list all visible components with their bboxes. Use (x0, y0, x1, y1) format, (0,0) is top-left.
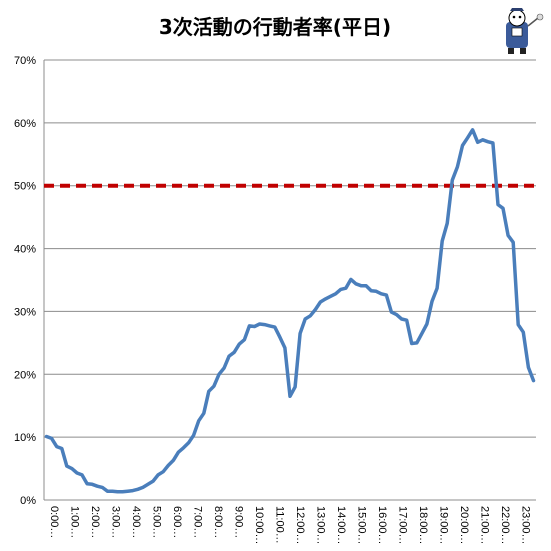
x-tick-label: 0:00… (48, 506, 60, 538)
x-tick-label: 11:00… (274, 506, 286, 544)
x-tick-label: 19:00… (438, 506, 450, 545)
x-tick-label: 13:00… (315, 506, 327, 545)
chart-title: 3次活動の行動者率(平日) (159, 15, 391, 39)
x-tick-label: 23:00… (520, 506, 532, 545)
x-tick-label: 6:00… (171, 506, 183, 538)
y-tick-label: 10% (14, 432, 36, 444)
x-tick-label: 21:00… (479, 506, 491, 545)
x-tick-label: 15:00… (356, 506, 368, 545)
mascot-icon (506, 8, 544, 54)
x-tick-label: 2:00… (89, 506, 101, 538)
x-tick-label: 22:00… (499, 506, 511, 545)
y-tick-label: 70% (14, 55, 36, 67)
x-tick-label: 14:00… (335, 506, 347, 545)
y-tick-label: 30% (14, 306, 36, 318)
y-axis-tick-labels: 0% 10% 20% 30% 40% 50% 60% 70% (14, 55, 36, 507)
x-tick-label: 1:00… (69, 506, 81, 538)
x-tick-label: 4:00… (130, 506, 142, 538)
x-tick-label: 18:00… (417, 506, 429, 545)
x-tick-label: 3:00… (110, 506, 122, 538)
x-tick-label: 9:00… (233, 506, 245, 538)
y-tick-label: 60% (14, 118, 36, 130)
series-group (44, 128, 536, 494)
y-tick-label: 50% (14, 181, 36, 193)
x-tick-label: 8:00… (212, 506, 224, 538)
x-tick-label: 20:00… (458, 506, 470, 545)
x-tick-label: 17:00… (397, 506, 409, 545)
x-tick-label: 12:00… (294, 506, 306, 545)
x-tick-label: 16:00… (376, 506, 388, 545)
y-tick-label: 20% (14, 369, 36, 381)
y-tick-label: 40% (14, 244, 36, 256)
y-tick-label: 0% (20, 495, 36, 507)
x-tick-label: 7:00… (192, 506, 204, 538)
x-tick-label: 10:00… (253, 506, 265, 545)
x-tick-label: 5:00… (151, 506, 163, 538)
plot-axes (43, 60, 536, 501)
x-axis-tick-labels: 0:00… 1:00… 2:00… 3:00… 4:00… 5:00… 6:00… 7:00…… (48, 506, 532, 545)
